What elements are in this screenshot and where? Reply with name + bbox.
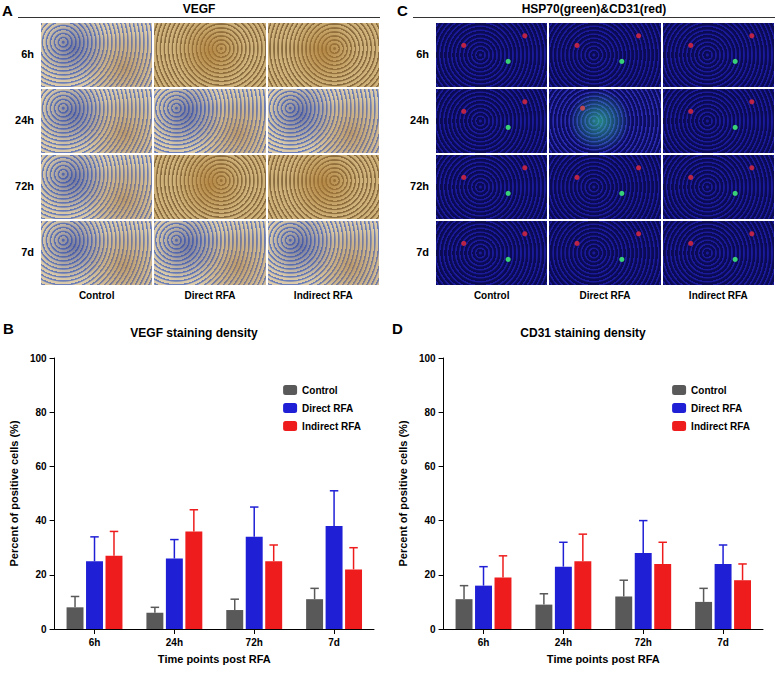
html-text:Direct RFA: Direct RFA [579, 290, 631, 301]
svg-text:Control: Control [691, 385, 727, 396]
html-text:72h: 72h [410, 180, 429, 192]
html-text:A: A [2, 2, 13, 19]
svg-text:Indirect RFA: Indirect RFA [302, 421, 361, 432]
svg-text:Direct RFA: Direct RFA [302, 403, 353, 414]
html-text:C: C [397, 2, 408, 19]
svg-text:80: 80 [35, 407, 47, 418]
svg-text:80: 80 [424, 407, 436, 418]
svg-text:Control: Control [302, 385, 338, 396]
svg-text:0: 0 [430, 624, 436, 635]
svg-text:0: 0 [41, 624, 47, 635]
html-text:Direct RFA: Direct RFA [184, 290, 236, 301]
svg-text:60: 60 [35, 461, 47, 472]
html-text:Control: Control [78, 290, 115, 301]
html-text:6h: 6h [21, 48, 34, 60]
svg-text:7d: 7d [717, 637, 729, 648]
svg-text:Time points post RFA: Time points post RFA [158, 653, 271, 665]
html-text:Control: Control [473, 290, 510, 301]
svg-text:72h: 72h [635, 637, 652, 648]
svg-text:20: 20 [424, 569, 436, 580]
svg-text:Percent of positive cells (%): Percent of positive cells (%) [8, 420, 20, 566]
html-text:Indirect RFA: Indirect RFA [293, 290, 353, 301]
html-text:Indirect RFA: Indirect RFA [688, 290, 748, 301]
html-text:HSP70(green)&CD31(red): HSP70(green)&CD31(red) [521, 2, 667, 16]
html-text:B: B [3, 320, 14, 337]
svg-text:Percent of positive cells (%): Percent of positive cells (%) [397, 420, 409, 566]
html-text:VEGF: VEGF [182, 2, 216, 16]
svg-text:40: 40 [35, 515, 47, 526]
svg-text:24h: 24h [166, 637, 183, 648]
html-text:72h: 72h [15, 180, 34, 192]
svg-text:24h: 24h [555, 637, 572, 648]
html-text:24h: 24h [15, 114, 34, 126]
svg-text:6h: 6h [89, 637, 101, 648]
html-text:D: D [392, 320, 403, 337]
svg-text:100: 100 [30, 353, 47, 364]
svg-text:VEGF staining density: VEGF staining density [130, 326, 258, 340]
svg-text:7d: 7d [328, 637, 340, 648]
html-text:7d: 7d [416, 246, 429, 258]
svg-text:40: 40 [424, 515, 436, 526]
svg-text:72h: 72h [246, 637, 263, 648]
svg-text:Indirect RFA: Indirect RFA [691, 421, 750, 432]
html-text:6h: 6h [416, 48, 429, 60]
svg-text:20: 20 [35, 569, 47, 580]
svg-text:Direct RFA: Direct RFA [691, 403, 742, 414]
html-text:24h: 24h [410, 114, 429, 126]
html-text:7d: 7d [21, 246, 34, 258]
svg-text:Time points post RFA: Time points post RFA [547, 653, 660, 665]
svg-text:CD31 staining density: CD31 staining density [520, 326, 646, 340]
svg-text:6h: 6h [478, 637, 490, 648]
svg-text:60: 60 [424, 461, 436, 472]
svg-text:100: 100 [419, 353, 436, 364]
